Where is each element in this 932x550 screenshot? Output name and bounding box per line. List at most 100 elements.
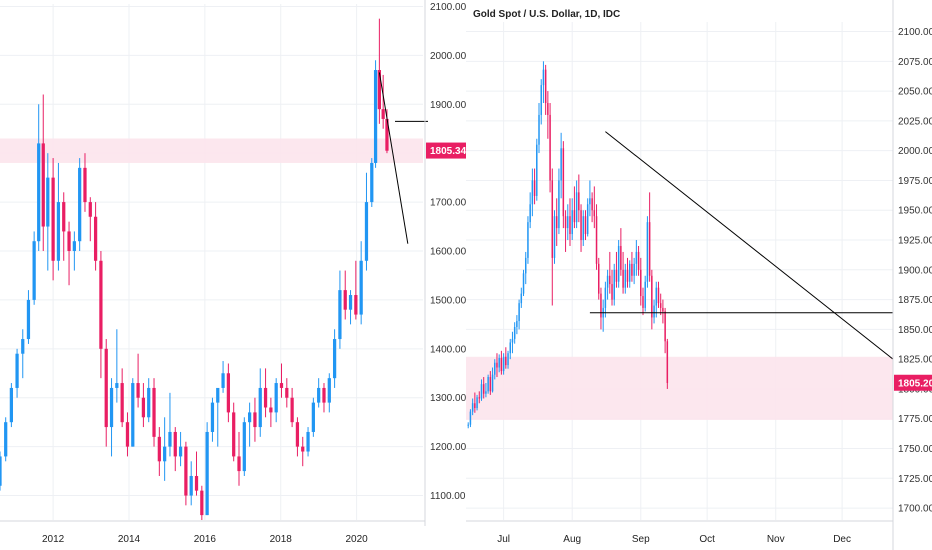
candle-body [216,387,220,403]
y-tick-label: 1700.00 [430,198,467,209]
candle-body [21,339,25,354]
candle-body [562,148,565,217]
last-price-label: 1805.34 [430,146,467,157]
last-price-badge [894,374,932,391]
candle-body [163,446,167,462]
candle-body [664,311,666,342]
candle-body [527,222,529,258]
candle-body [622,269,624,288]
candle-body [469,411,472,425]
candle-body [136,383,140,398]
candle-body [507,353,509,366]
x-tick-label: 2016 [194,534,217,545]
candle-body [662,307,664,312]
candle-body [505,356,507,366]
candle-body [476,397,478,409]
candle-body [487,377,489,392]
candle-body [637,251,640,270]
candle-body [489,377,492,392]
candle-body [274,383,278,413]
candle-body [536,144,538,196]
candle-body [104,348,108,428]
candle-body [485,391,487,394]
candle-body [37,143,41,242]
candle-body [522,273,525,294]
candle-body [253,412,257,428]
candle-body [613,269,615,300]
candle-body [494,362,496,375]
candle-body [232,412,236,457]
candle-body [474,403,476,409]
candle-body [471,403,474,412]
candle-body [327,378,331,403]
candle-body [635,251,638,264]
candle-body [467,424,469,426]
candle-body [575,192,578,223]
candle-body [509,342,511,354]
candle-body [0,456,2,486]
candle-body [628,263,631,282]
support-zone [0,138,423,163]
candle-body [9,387,14,423]
candle-body [524,257,527,274]
candle-body [569,216,571,235]
candle-body [332,339,337,379]
candle-body [500,357,503,372]
candle-body [666,341,669,383]
candle-body [606,275,609,288]
candle-body [640,269,642,297]
y-tick-label: 2075.00 [898,57,932,68]
candle-body [516,321,518,327]
y-tick-label: 1200.00 [430,442,467,453]
candle-body [589,198,591,205]
y-tick-label: 1850.00 [898,325,932,336]
candle-body [511,338,514,343]
candle-body [553,216,556,258]
candle-body [189,475,193,496]
candle-body [642,296,644,308]
candle-body [359,260,363,315]
candle-body [551,180,554,258]
y-tick-label: 1900.00 [898,265,932,276]
y-tick-label: 1300.00 [430,393,467,404]
candle-body [78,167,82,242]
candle-body [644,281,646,308]
candle-body [615,269,618,282]
y-tick-label: 2100.00 [430,2,467,13]
candle-body [269,407,273,413]
candle-body [478,397,481,399]
candle-body [586,204,589,235]
candle-body [385,118,389,151]
candle-body [200,490,204,516]
candle-body [558,180,560,229]
candle-body [131,383,135,447]
candle-body [168,431,172,447]
candle-body [659,303,662,308]
candle-body [604,287,607,308]
x-tick-label: 2012 [42,534,65,545]
candle-body [62,202,66,232]
candle-body [343,290,347,310]
candle-body [317,387,321,403]
candle-body [125,422,130,447]
candle-body [279,383,284,388]
y-tick-label: 1600.00 [430,246,467,257]
y-tick-label: 1400.00 [430,344,467,355]
candle-body [611,284,613,300]
y-tick-label: 1975.00 [898,176,932,187]
candle-body [15,353,19,388]
candle-body [580,210,582,241]
trend-line [605,131,894,360]
candle-body [529,204,531,223]
candle-body [205,431,209,516]
candle-body [518,303,520,322]
x-tick-label: Jul [497,534,510,545]
candle-body [147,387,151,418]
candle-body [631,263,633,276]
candle-body [496,362,498,368]
candle-body [648,222,651,276]
candle-body [248,412,252,423]
y-tick-label: 1825.00 [898,355,932,366]
y-tick-label: 1100.00 [430,491,466,502]
